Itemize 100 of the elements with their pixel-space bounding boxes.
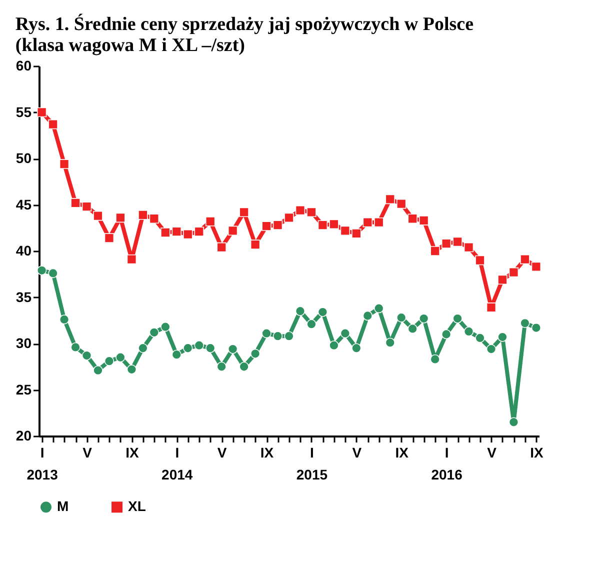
point [48,119,58,130]
point [149,328,160,338]
point [362,310,373,321]
point [340,226,350,236]
point [272,331,283,341]
point [250,240,260,250]
point [239,207,249,218]
point [160,322,170,332]
point [318,307,328,317]
point [216,242,226,252]
point [126,254,137,264]
point [205,343,216,353]
y-tick-label: 35 [16,288,32,305]
point [295,306,306,316]
point [116,352,126,362]
point [160,228,170,238]
point [36,266,47,276]
point [464,242,474,252]
point [352,228,362,238]
point [464,326,474,336]
point [385,338,395,348]
legend-label: XL [128,498,146,514]
x-tick-label: I 2015 [296,444,328,482]
point [396,198,406,209]
x-tick-label: V [217,444,228,460]
point [104,356,114,366]
point [228,226,238,236]
point [408,324,418,334]
point [126,364,137,374]
point [194,226,204,236]
point [262,221,272,231]
x-tick-label: IX [395,444,410,460]
legend-label: M [57,498,69,514]
x-tick-label: IX [260,444,274,460]
point [138,343,148,353]
chart-title: Rys. 1. Średnie ceny sprzedaży jaj spożywczych w Polsce (klasa wagowa M i XL –/szt) [15,13,474,56]
point [430,246,440,256]
point [508,267,519,278]
x-tick-label: IX [126,444,140,460]
x-tick-label: I 2014 [162,444,193,482]
point [340,328,350,338]
point [250,348,260,359]
point [329,340,339,350]
x-tick-label: V [82,444,93,460]
point [430,354,440,364]
point [262,328,272,338]
point [82,202,92,212]
point [59,314,70,324]
y-tick-label: 50 [16,150,32,166]
point [318,220,328,230]
point [352,343,362,353]
point [418,216,429,226]
y-tick-label: 40 [16,242,32,258]
y-tick-label: 55 [16,104,32,120]
point [452,236,462,247]
point [183,229,193,240]
x-tick-label: I 2016 [431,444,463,482]
point [441,329,452,340]
point [508,417,519,427]
point [520,254,530,264]
point [498,274,508,285]
x-tick-label: V [352,444,362,460]
point [306,319,316,329]
point [205,216,216,226]
point [82,350,92,360]
point [284,212,294,223]
point [531,322,542,333]
point [70,198,80,208]
y-tick-label: 60 [16,58,32,74]
point [48,268,58,278]
point [418,314,429,324]
point [452,314,462,324]
point [441,238,452,248]
point [228,344,238,354]
x-tick-label: IX [530,444,544,460]
point [475,333,485,343]
point [93,365,103,376]
point [306,207,316,218]
point [116,212,126,223]
point [498,332,508,342]
point [93,210,103,221]
point [272,220,283,230]
point [408,214,418,224]
point [295,205,306,216]
point [385,194,395,204]
x-tick-label: I 2013 [26,444,58,482]
y-tick-label: 20 [16,428,32,444]
point [486,302,496,312]
point [172,226,182,236]
point [138,210,148,220]
point [374,303,384,314]
point [59,159,70,169]
point [362,217,373,228]
point [374,217,384,228]
y-tick-label: 45 [16,196,32,212]
point [531,262,542,272]
point [396,312,406,322]
point [284,331,294,341]
point [475,255,485,266]
point [216,362,226,372]
